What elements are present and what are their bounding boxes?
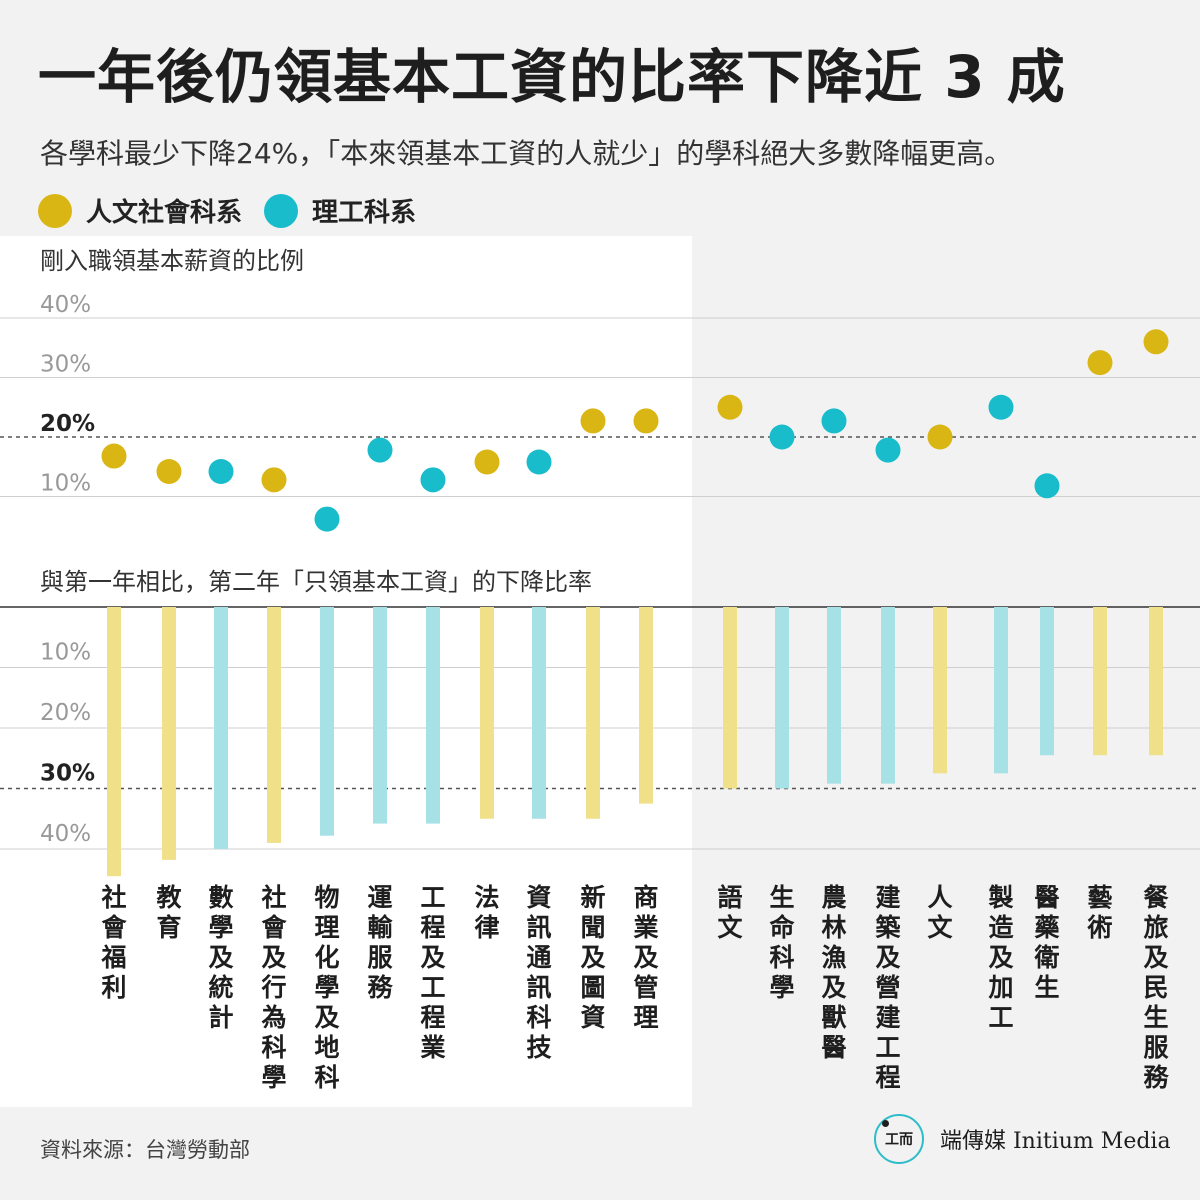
category-label: 語文 xyxy=(717,883,743,942)
decline-bar xyxy=(426,607,440,824)
legend-dot-humanities xyxy=(38,193,72,228)
category-label: 運輸服務 xyxy=(367,883,393,1002)
logo-dot-icon xyxy=(882,1120,889,1127)
top-tick-label: 40% xyxy=(40,292,91,318)
entry-rate-dot xyxy=(927,424,953,450)
category-label: 人文 xyxy=(927,883,953,942)
entry-rate-dot xyxy=(875,437,901,463)
entry-rate-dot xyxy=(580,408,606,434)
category-label: 資訊通訊科技 xyxy=(526,883,551,1062)
top-panel-title: 剛入職領基本薪資的比例 xyxy=(40,247,304,275)
initium-logo-icon: 工而 xyxy=(874,1114,924,1164)
top-tick-label: 20% xyxy=(40,411,95,437)
category-label: 數學及統計 xyxy=(208,883,233,1032)
category-label: 法律 xyxy=(474,883,499,942)
bottom-tick-label: 20% xyxy=(40,700,91,726)
decline-bar xyxy=(1040,607,1054,756)
category-label: 藝術 xyxy=(1086,883,1112,942)
entry-rate-dot xyxy=(1143,329,1169,355)
brand-name: 端傳媒 Initium Media xyxy=(940,1129,1171,1154)
category-label: 教育 xyxy=(156,883,182,942)
decline-bar xyxy=(827,607,841,784)
entry-rate-dot xyxy=(367,437,393,463)
entry-rate-dot xyxy=(208,459,234,485)
bottom-tick-label: 10% xyxy=(40,640,91,666)
category-label: 社會福利 xyxy=(100,883,127,1002)
entry-rate-dot xyxy=(1034,473,1060,499)
entry-rate-dot xyxy=(526,449,552,475)
legend-dot-science xyxy=(264,193,299,228)
chart-title: 一年後仍領基本工資的比率下降近 3 成 xyxy=(38,43,1066,111)
entry-rate-dot xyxy=(1087,350,1113,376)
category-label: 製造及加工 xyxy=(987,883,1013,1032)
chart-subtitle: 各學科最少下降24%，「本來領基本工資的人就少」的學科絕大多數降幅更高。 xyxy=(40,137,1013,170)
decline-bar xyxy=(373,607,387,824)
top-tick-label: 30% xyxy=(40,352,91,378)
category-label: 社會及行為科學 xyxy=(260,883,287,1092)
category-label: 建築及營建工程 xyxy=(874,883,901,1092)
top-tick-label: 10% xyxy=(40,471,91,497)
legend-label-science: 理工科系 xyxy=(312,198,417,228)
decline-bar xyxy=(639,607,653,804)
entry-rate-dot xyxy=(261,467,287,493)
legend-item-humanities: 人文社會科系 xyxy=(38,192,242,229)
legend: 人文社會科系 理工科系 xyxy=(38,192,438,229)
category-label: 新聞及圖資 xyxy=(580,883,605,1032)
decline-bar xyxy=(267,607,281,843)
decline-bar xyxy=(994,607,1008,774)
decline-bar xyxy=(532,607,546,819)
decline-bar xyxy=(214,607,228,849)
source-note: 資料來源：台灣勞動部 xyxy=(40,1138,250,1162)
category-label: 餐旅及民生服務 xyxy=(1143,883,1169,1092)
category-label: 工程及工程業 xyxy=(420,883,445,1062)
decline-bar xyxy=(723,607,737,789)
decline-bar xyxy=(107,607,121,877)
logo-glyph: 工而 xyxy=(885,1132,913,1148)
bottom-tick-label: 40% xyxy=(40,821,91,847)
entry-rate-dot xyxy=(101,443,127,469)
entry-rate-dot xyxy=(474,449,500,475)
entry-rate-dot xyxy=(314,506,340,532)
entry-rate-dot xyxy=(420,467,446,493)
decline-bar xyxy=(586,607,600,819)
brand-logo: 工而 端傳媒 Initium Media xyxy=(874,1114,1171,1164)
decline-bar xyxy=(775,607,789,789)
entry-rate-dot xyxy=(769,424,795,450)
entry-rate-dot xyxy=(988,394,1014,420)
category-label: 醫藥衛生 xyxy=(1033,883,1060,1002)
decline-bar xyxy=(1093,607,1107,756)
bottom-tick-label: 30% xyxy=(40,761,95,787)
category-label: 商業及管理 xyxy=(633,883,658,1032)
category-label: 物理化學及地科 xyxy=(314,883,339,1092)
decline-bar xyxy=(933,607,947,774)
legend-label-humanities: 人文社會科系 xyxy=(86,198,243,228)
category-label: 農林漁及獸醫 xyxy=(821,883,846,1062)
decline-bar xyxy=(1149,607,1163,756)
entry-rate-dot xyxy=(717,394,743,420)
entry-rate-dot xyxy=(821,408,847,434)
decline-bar xyxy=(162,607,176,860)
legend-item-science: 理工科系 xyxy=(264,192,416,229)
decline-bar xyxy=(480,607,494,819)
decline-bar xyxy=(881,607,895,784)
decline-bar xyxy=(320,607,334,836)
entry-rate-dot xyxy=(633,408,659,434)
entry-rate-dot xyxy=(156,459,182,485)
bottom-panel-title: 與第一年相比，第二年「只領基本工資」的下降比率 xyxy=(40,568,592,596)
category-label: 生命科學 xyxy=(769,883,795,1002)
